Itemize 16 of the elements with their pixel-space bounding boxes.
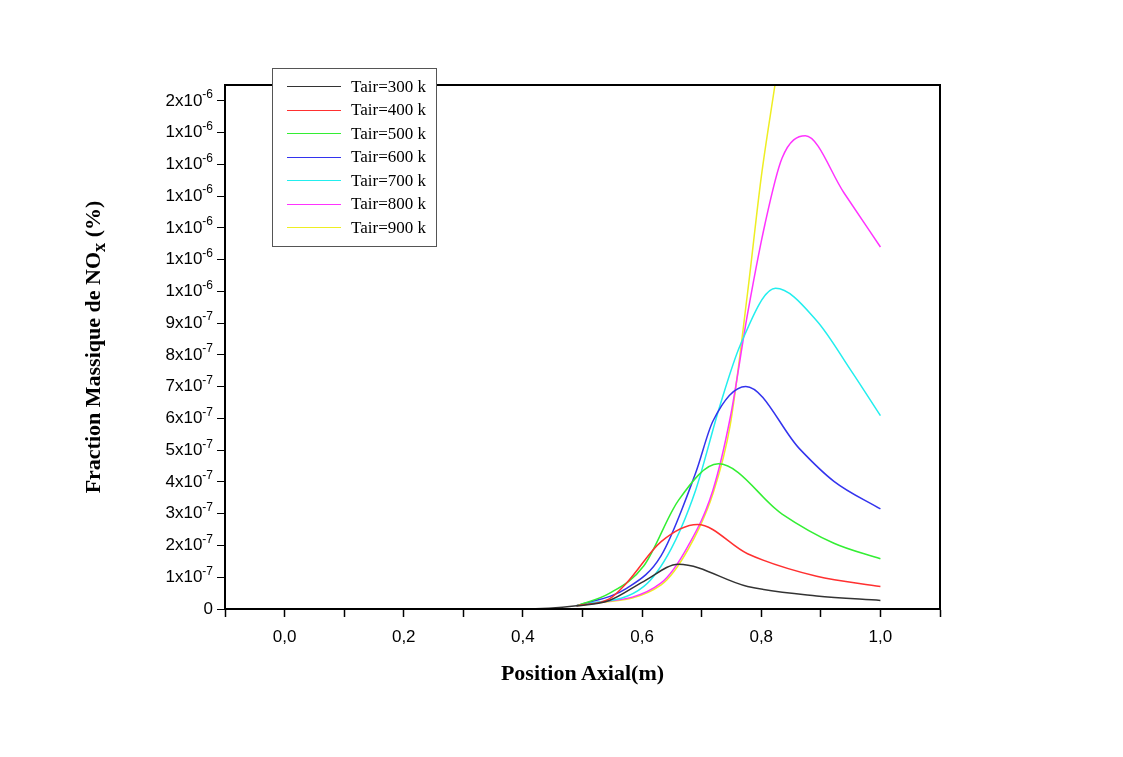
x-tick-label: 1,0 [868,626,893,646]
legend-label: Tair=700 k [351,170,426,191]
legend-label: Tair=800 k [351,194,426,215]
y-tick-label: 0 [203,598,214,618]
x-tick-label: 0,0 [272,626,297,646]
legend-label: Tair=300 k [351,76,426,97]
x-tick-label: 0,8 [749,626,774,646]
line-series [575,463,882,607]
x-tick-label: 0,6 [630,626,654,646]
legend-label: Tair=900 k [351,217,426,238]
legend-label: Tair=500 k [351,123,426,144]
legend-label: Tair=400 k [351,100,426,121]
x-tick-label: 0,4 [511,626,535,646]
x-axis-title: Position Axial(m) [499,660,666,686]
legend-label: Tair=600 k [351,147,426,168]
x-tick-label: 0,2 [391,626,416,646]
